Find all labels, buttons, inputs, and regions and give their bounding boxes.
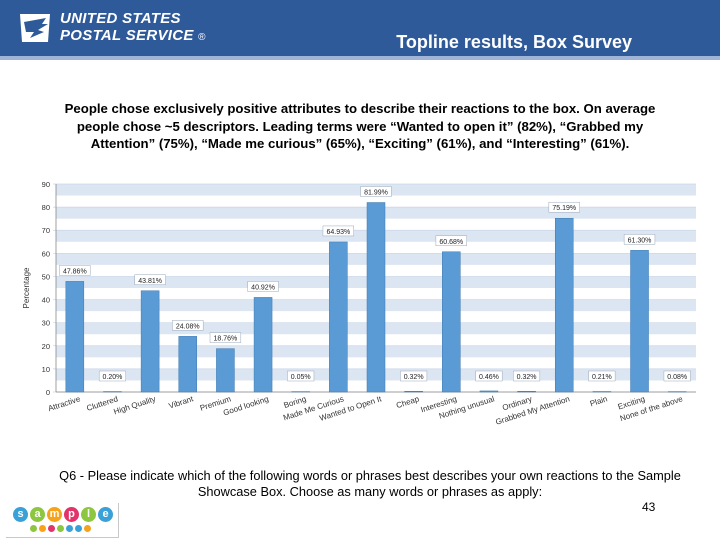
data-label: 61.30%: [628, 237, 652, 244]
y-tick-label: 50: [42, 272, 50, 281]
summary-line-2: people chose ~5 descriptors. Leading ter…: [76, 118, 644, 134]
data-label-box: [287, 370, 315, 382]
bar-nothing-unusual: [479, 390, 499, 393]
logo-dot: [39, 525, 46, 532]
bar-good-looking: [253, 297, 273, 393]
bar-grabbed-my-attention: [554, 217, 574, 393]
logo-letter-l: l: [81, 507, 96, 522]
data-label: 0.21%: [592, 374, 612, 381]
y-tick-label: 40: [42, 296, 50, 305]
summary-text: People chose exclusively positive attrib…: [10, 100, 710, 153]
x-tick-label: Plain: [589, 394, 609, 408]
y-tick-label: 90: [42, 180, 50, 189]
logo-letter-s: s: [13, 507, 28, 522]
data-label: 0.20%: [103, 374, 123, 381]
data-label-box: [247, 281, 279, 292]
data-label: 47.86%: [63, 268, 87, 275]
y-tick-label: 70: [42, 226, 50, 235]
x-tick-label: High Quality: [113, 394, 157, 416]
question-text: Q6 - Please indicate which of the follow…: [59, 468, 681, 499]
logo-letter-e: e: [98, 507, 113, 522]
data-label-box: [98, 370, 126, 382]
logo-registered: ®: [198, 32, 206, 43]
logo-dot: [75, 525, 82, 532]
data-label-box: [475, 370, 503, 382]
y-tick-label: 10: [42, 365, 50, 374]
data-label: 24.08%: [176, 323, 200, 330]
bar-attractive: [65, 281, 85, 393]
data-label: 18.76%: [214, 336, 238, 343]
data-label-box: [435, 235, 467, 247]
y-tick-label: 80: [42, 203, 50, 212]
y-tick-label: 20: [42, 342, 50, 351]
data-label-box: [59, 265, 91, 276]
logo-line-2: POSTAL SERVICE: [60, 27, 194, 44]
data-label: 0.32%: [404, 374, 424, 381]
x-tick-label: Vibrant: [168, 394, 195, 411]
page-number: 43: [642, 500, 656, 514]
data-label-box: [588, 370, 616, 382]
bar-interesting: [442, 251, 461, 393]
logo-line-1: UNITED STATES: [60, 10, 181, 27]
bar-vibrant: [178, 336, 198, 393]
bar-wanted-to-open-it: [366, 202, 386, 393]
y-tick-label: 60: [42, 249, 50, 258]
data-label-box: [623, 234, 656, 245]
data-label-box: [513, 370, 541, 382]
data-label: 40.92%: [251, 284, 275, 291]
y-tick-label: 30: [42, 319, 50, 328]
data-label-box: [134, 274, 166, 286]
x-tick-label: Attractive: [47, 394, 82, 413]
eagle-logo-icon: [20, 14, 50, 42]
data-label-box: [172, 320, 204, 331]
data-label: 60.68%: [439, 239, 463, 246]
bar-chart: 0 10 20 30 40 50 60 70 80 90 Percentage 47.86% Attra…: [22, 180, 696, 426]
data-label-box: [209, 332, 242, 343]
logo-dot: [84, 525, 91, 532]
data-label-box: [400, 370, 428, 382]
bar-high-quality: [140, 290, 160, 393]
usps-logo-text: UNITED STATES POSTAL SERVICE ®: [60, 10, 206, 46]
bar-made-me-curious: [329, 241, 348, 393]
summary-line-3: Attention” (75%), “Made me curious” (65%…: [90, 136, 630, 151]
bar-cheap: [404, 391, 423, 393]
header-divider: [0, 56, 720, 60]
bar-exciting: [630, 250, 649, 393]
logo-dot: [66, 525, 73, 532]
logo-dot: [57, 525, 64, 532]
logo-dot: [30, 525, 37, 532]
data-label-box: [360, 186, 392, 197]
data-label-box: [663, 370, 691, 382]
logo-letter-m: m: [47, 507, 62, 522]
sample-logo: s a m p l e: [6, 503, 119, 538]
logo-dot: [48, 525, 55, 532]
data-label: 81.99%: [364, 190, 388, 197]
data-label: 64.93%: [326, 229, 350, 236]
data-label: 0.05%: [291, 374, 311, 381]
bar-ordinary: [517, 391, 536, 393]
data-label: 75.19%: [552, 205, 576, 212]
summary-line-1: People chose exclusively positive attrib…: [64, 101, 656, 116]
data-label: 0.46%: [479, 374, 499, 381]
data-label: 0.08%: [667, 374, 687, 381]
logo-letter-p: p: [64, 507, 79, 522]
data-label-box: [322, 225, 355, 237]
data-label-box: [548, 201, 580, 213]
y-axis-label: Percentage: [22, 267, 31, 308]
x-tick-label: Cheap: [395, 394, 421, 410]
y-tick-label: 0: [46, 388, 50, 397]
slide-title: Topline results, Box Survey: [396, 32, 632, 52]
bar-premium: [216, 348, 235, 393]
data-label: 0.32%: [517, 374, 537, 381]
header-bar: UNITED STATES POSTAL SERVICE ® Topline r…: [0, 0, 720, 60]
logo-letter-a: a: [30, 507, 45, 522]
data-label: 43.81%: [138, 278, 162, 285]
